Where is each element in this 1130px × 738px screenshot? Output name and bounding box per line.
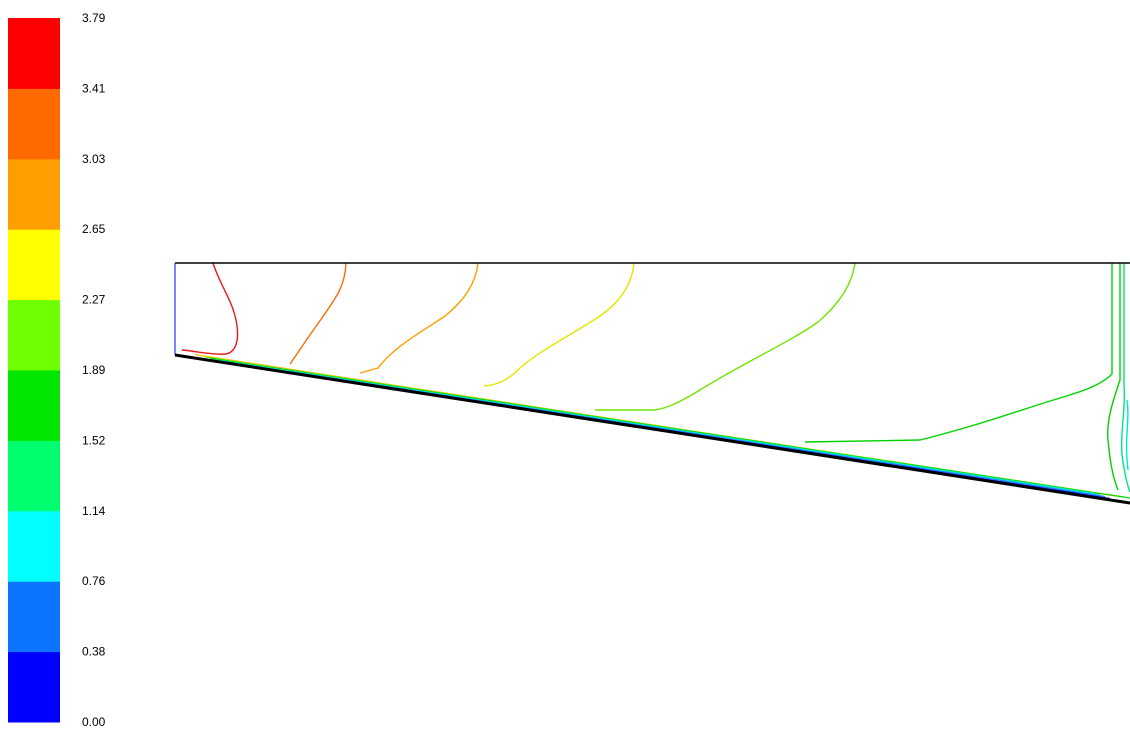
colorbar-tick-label: 1.14 xyxy=(82,504,106,518)
colorbar-segment xyxy=(8,510,60,582)
colorbar-tick-label: 2.65 xyxy=(82,222,106,236)
plot-area xyxy=(174,262,1130,505)
colorbar-segment xyxy=(8,229,60,301)
colorbar-segment xyxy=(8,440,60,512)
colorbar-tick-label: 1.89 xyxy=(82,363,106,377)
contour-line xyxy=(359,262,479,374)
colorbar-tick-label: 2.27 xyxy=(82,293,106,307)
contour-line xyxy=(181,262,239,355)
colorbar-segment xyxy=(8,158,60,230)
contour-line xyxy=(483,262,635,387)
colorbar-tick-label: 3.03 xyxy=(82,152,106,166)
contour-line xyxy=(804,263,1113,443)
domain-wall-boundary xyxy=(174,353,1130,505)
contour-lines xyxy=(181,262,1130,499)
colorbar-tick-label: 3.79 xyxy=(82,11,106,25)
contour-line xyxy=(595,262,856,411)
contour-line xyxy=(1125,399,1129,471)
colorbar-tick-label: 0.00 xyxy=(82,715,106,729)
contour-line xyxy=(1106,263,1121,491)
colorbar-legend: 0.00 0.38 0.76 1.14 1.52 1.89 2.27 2.65 3.03 3.41… xyxy=(8,11,106,729)
contour-line xyxy=(289,262,347,365)
colorbar-segment xyxy=(8,88,60,160)
contour-line xyxy=(1120,263,1130,493)
colorbar-segment xyxy=(8,370,60,441)
colorbar-segment xyxy=(8,581,60,653)
colorbar-segment xyxy=(8,18,60,89)
colorbar-segment xyxy=(8,651,60,723)
colorbar-segment xyxy=(8,299,60,371)
colorbar-tick-label: 1.52 xyxy=(82,433,106,447)
colorbar-tick-label: 3.41 xyxy=(82,81,106,95)
colorbar-tick-label: 0.38 xyxy=(82,645,106,659)
colorbar-tick-label: 0.76 xyxy=(82,574,106,588)
